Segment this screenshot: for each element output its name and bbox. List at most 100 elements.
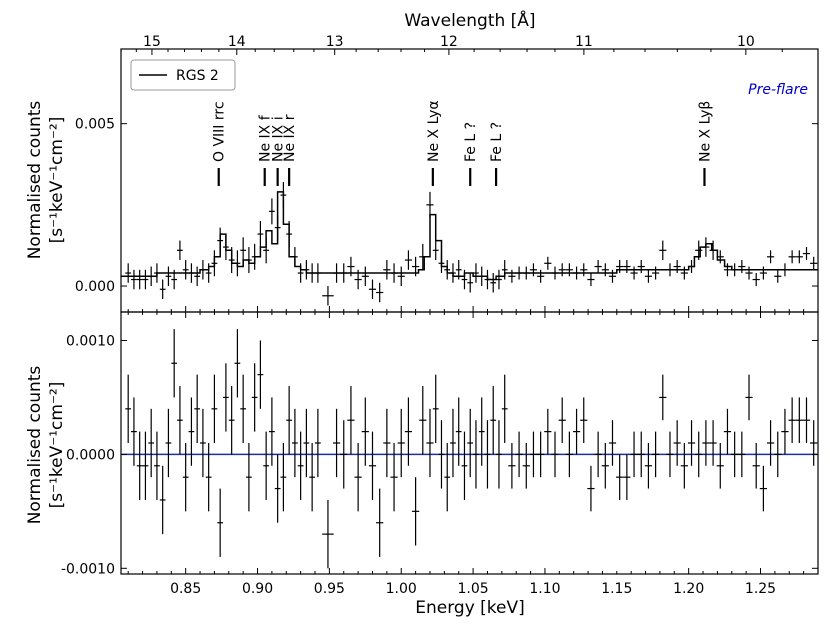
data-point — [297, 263, 304, 283]
data-point — [644, 269, 653, 283]
data-point — [716, 250, 724, 264]
axis-ticks: 0.85 0.90 0.95 1.00 1.05 1.10 1.15 1.20 1.25 15 14… — [61, 34, 819, 597]
residual-point — [473, 420, 479, 489]
data-point — [200, 260, 206, 280]
data-point — [580, 263, 588, 277]
bottom-ytick-label: 0.0000 — [66, 447, 115, 463]
annotation-label: O VIII rrc — [212, 101, 228, 162]
data-point — [450, 263, 456, 283]
data-point — [228, 247, 235, 274]
residual-point — [354, 443, 362, 512]
residual-point — [529, 431, 538, 478]
residual-point — [450, 408, 456, 478]
residual-point — [490, 386, 497, 455]
data-point — [522, 266, 530, 280]
residual-point — [766, 420, 775, 466]
residual-point — [601, 443, 609, 489]
residual-point — [125, 374, 132, 443]
data-point — [478, 266, 485, 287]
residual-point — [404, 397, 413, 466]
data-point — [544, 256, 552, 270]
residual-point — [723, 408, 732, 455]
data-point — [165, 266, 172, 287]
data-point — [154, 263, 160, 283]
residual-point — [666, 431, 674, 478]
residual-point — [315, 408, 321, 478]
data-point — [438, 253, 445, 274]
top-ylabel-line2: [s⁻¹keV⁻¹cm⁻²] — [47, 117, 67, 244]
data-point — [709, 240, 717, 261]
data-point — [652, 266, 660, 280]
residual-point — [280, 443, 287, 512]
residual-point — [501, 374, 508, 443]
residual-point — [397, 408, 405, 478]
data-point — [455, 260, 462, 280]
data-point — [376, 282, 384, 303]
data-point — [136, 269, 143, 290]
wavelength-tick-label: 11 — [575, 34, 593, 50]
residual-point — [297, 431, 304, 500]
residual-point — [467, 408, 474, 478]
data-point — [508, 269, 516, 283]
data-point — [738, 260, 746, 274]
residual-point — [182, 443, 189, 512]
residual-point — [781, 408, 789, 455]
data-point — [315, 263, 321, 283]
data-point — [361, 266, 369, 287]
residual-point — [558, 397, 566, 443]
data-point — [142, 269, 149, 290]
residual-point — [251, 363, 258, 432]
residual-point — [426, 408, 434, 478]
data-point — [159, 279, 166, 300]
legend-label: RGS 2 — [176, 68, 219, 84]
data-point — [781, 263, 789, 277]
data-point — [274, 214, 281, 241]
bottom-panel-content — [121, 329, 818, 569]
data-point — [125, 263, 132, 283]
residual-point — [630, 431, 638, 478]
data-point — [608, 269, 617, 283]
residual-point — [274, 454, 281, 523]
data-point — [774, 269, 782, 283]
residual-point — [594, 431, 602, 478]
data-point — [745, 266, 753, 280]
data-point — [383, 260, 391, 280]
residual-point — [731, 431, 739, 478]
top-ytick-label: 0.000 — [75, 279, 115, 295]
residual-point — [412, 477, 420, 546]
residual-point — [759, 465, 767, 512]
data-point — [687, 260, 696, 274]
data-point — [659, 240, 667, 261]
bottom-ylabel: Normalised counts [s⁻¹keV⁻¹cm⁻²] — [25, 366, 67, 525]
energy-tick-label: 0.90 — [242, 581, 273, 597]
data-point — [177, 240, 183, 261]
data-point — [432, 240, 439, 261]
data-point — [332, 263, 341, 283]
wavelength-axis-label: Wavelength [Å] — [404, 9, 535, 31]
residual-point — [419, 386, 427, 455]
annotation-label: Ne X Lyβ — [697, 101, 713, 162]
residual-point — [738, 431, 746, 478]
bottom-panel-frame — [120, 311, 819, 575]
data-point — [390, 263, 398, 283]
energy-tick-label: 1.20 — [673, 581, 704, 597]
data-point — [529, 263, 538, 277]
residual-point — [438, 420, 445, 489]
data-point — [205, 263, 212, 283]
data-point — [240, 237, 247, 264]
data-point — [246, 247, 252, 274]
data-point — [594, 260, 602, 274]
annotation-label: Ne IX f — [258, 114, 274, 162]
annotation-label: Ne IX i — [271, 116, 287, 162]
residual-point — [368, 431, 377, 500]
wavelength-tick-label: 14 — [228, 34, 246, 50]
energy-tick-label: 1.15 — [601, 581, 632, 597]
residual-point — [286, 386, 293, 455]
data-point — [171, 269, 178, 290]
residual-point — [257, 340, 264, 409]
top-ytick-label: 0.005 — [75, 117, 115, 133]
residual-point — [332, 408, 341, 478]
residual-point — [136, 431, 143, 500]
data-point — [810, 256, 818, 270]
